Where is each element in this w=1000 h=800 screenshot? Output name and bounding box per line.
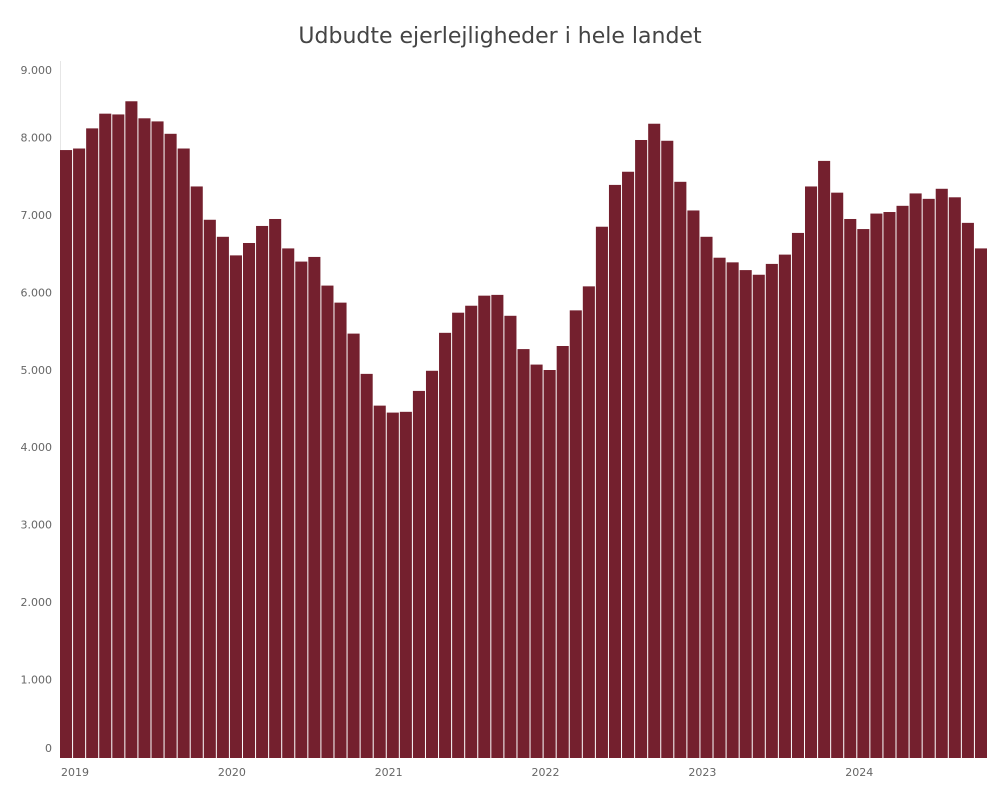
bar bbox=[256, 225, 269, 758]
bar bbox=[608, 184, 622, 758]
bar bbox=[282, 248, 295, 758]
y-tick-label: 4.000 bbox=[21, 441, 53, 454]
bar bbox=[805, 186, 818, 758]
bar bbox=[99, 113, 112, 758]
bar bbox=[360, 373, 373, 758]
x-tick-label: 2023 bbox=[688, 766, 716, 779]
bar bbox=[713, 257, 726, 758]
bar bbox=[935, 188, 948, 759]
bar bbox=[974, 248, 987, 758]
bar bbox=[739, 270, 752, 758]
bar bbox=[765, 263, 778, 758]
x-tick-label: 2021 bbox=[375, 766, 403, 779]
bar bbox=[269, 218, 282, 758]
bar bbox=[752, 274, 765, 758]
bar bbox=[164, 133, 177, 758]
bar bbox=[896, 205, 909, 758]
y-tick-label: 7.000 bbox=[21, 209, 53, 222]
x-tick-label: 2019 bbox=[61, 766, 89, 779]
bar bbox=[922, 198, 935, 759]
bar bbox=[791, 232, 805, 759]
bar bbox=[582, 286, 595, 758]
bar bbox=[831, 192, 844, 759]
bar bbox=[948, 197, 961, 758]
bar bbox=[138, 118, 151, 758]
bar bbox=[504, 315, 517, 758]
bar bbox=[622, 171, 635, 759]
bar bbox=[961, 222, 974, 758]
bar bbox=[870, 213, 883, 758]
bar bbox=[595, 226, 608, 759]
bar bbox=[386, 412, 399, 758]
chart-title: Udbudte ejerlejligheder i hele landet bbox=[298, 24, 702, 49]
bar bbox=[177, 148, 190, 759]
y-tick-label: 1.000 bbox=[21, 674, 53, 687]
bar bbox=[125, 101, 138, 758]
y-tick-label: 6.000 bbox=[21, 286, 53, 299]
bar bbox=[530, 364, 543, 758]
x-tick-label: 2024 bbox=[845, 766, 873, 779]
y-tick-label: 9.000 bbox=[21, 64, 53, 77]
y-tick-label: 5.000 bbox=[21, 364, 53, 377]
bar bbox=[452, 312, 465, 758]
bar bbox=[412, 390, 425, 758]
bar bbox=[112, 114, 125, 759]
y-tick-label: 2.000 bbox=[21, 596, 53, 609]
bar bbox=[883, 212, 896, 758]
bar bbox=[857, 229, 870, 758]
bar bbox=[556, 345, 569, 758]
bar bbox=[491, 294, 504, 758]
x-tick-label: 2022 bbox=[532, 766, 560, 779]
bar bbox=[229, 255, 242, 758]
bar bbox=[203, 219, 216, 758]
bar bbox=[86, 128, 99, 759]
bar bbox=[465, 305, 478, 758]
bar bbox=[308, 256, 321, 758]
bar bbox=[687, 210, 700, 758]
bar bbox=[373, 405, 386, 758]
bar bbox=[674, 181, 687, 758]
bar bbox=[334, 302, 347, 758]
bar bbox=[242, 242, 256, 758]
bar bbox=[726, 262, 739, 758]
bar bbox=[425, 370, 439, 758]
bar bbox=[60, 150, 73, 759]
x-tick-label: 2020 bbox=[218, 766, 246, 779]
bar bbox=[569, 310, 582, 758]
bar bbox=[347, 333, 360, 758]
bar bbox=[648, 123, 661, 759]
bar bbox=[478, 295, 491, 758]
bar bbox=[399, 411, 412, 758]
bar bbox=[216, 236, 229, 758]
y-tick-label: 8.000 bbox=[21, 131, 53, 144]
bar bbox=[700, 236, 713, 758]
bar bbox=[73, 148, 86, 759]
bar bbox=[909, 193, 922, 758]
bar bbox=[151, 121, 164, 758]
bar bbox=[543, 370, 556, 758]
bar bbox=[661, 140, 674, 759]
bar bbox=[321, 285, 334, 758]
bar bbox=[190, 186, 203, 758]
bar bbox=[778, 254, 791, 758]
bar bbox=[517, 349, 530, 758]
y-tick-label: 3.000 bbox=[21, 519, 53, 532]
bar bbox=[635, 139, 648, 758]
bar bbox=[818, 160, 831, 759]
bar bbox=[439, 332, 452, 758]
y-tick-label: 0 bbox=[45, 742, 52, 755]
bar bbox=[844, 218, 857, 758]
bar bbox=[295, 261, 308, 758]
